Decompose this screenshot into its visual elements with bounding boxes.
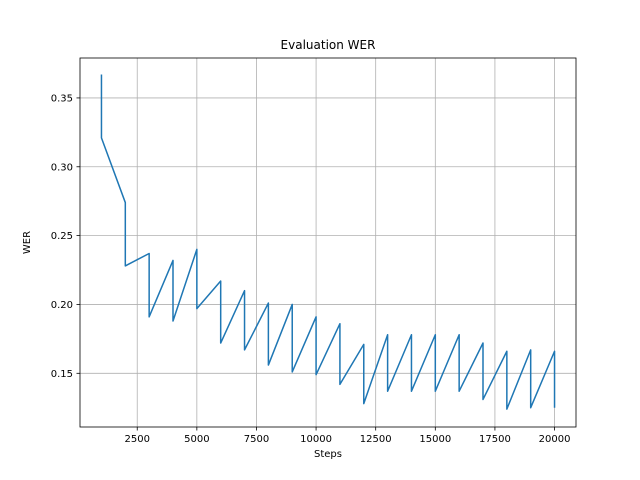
y-tick-label: 0.35	[51, 93, 73, 104]
y-axis-label: WER	[22, 231, 33, 254]
grid-lines	[80, 58, 576, 427]
x-tick-label: 15000	[419, 434, 451, 445]
wer-series-line	[100, 74, 556, 410]
y-tick-label: 0.20	[51, 300, 73, 311]
y-tick-label: 0.30	[51, 162, 73, 173]
x-tick-label: 17500	[479, 434, 511, 445]
x-tick-label: 20000	[539, 434, 571, 445]
plot-frame	[79, 57, 577, 428]
x-tick-label: 7500	[244, 434, 269, 445]
x-tick-label: 10000	[300, 434, 332, 445]
x-tick-label: 5000	[184, 434, 209, 445]
y-tick-label: 0.25	[51, 231, 73, 242]
x-tick-label: 2500	[125, 434, 150, 445]
x-axis: 2500 5000 7500 10000 12500 15000 17500 20000	[125, 427, 571, 445]
x-tick-label: 12500	[360, 434, 392, 445]
chart-title: Evaluation WER	[281, 38, 376, 52]
x-axis-label: Steps	[314, 449, 342, 460]
y-tick-label: 0.15	[51, 369, 73, 380]
plot-area	[80, 58, 576, 427]
y-axis: 0.15 0.20 0.25 0.30 0.35	[51, 93, 80, 380]
series-layer	[100, 74, 556, 410]
